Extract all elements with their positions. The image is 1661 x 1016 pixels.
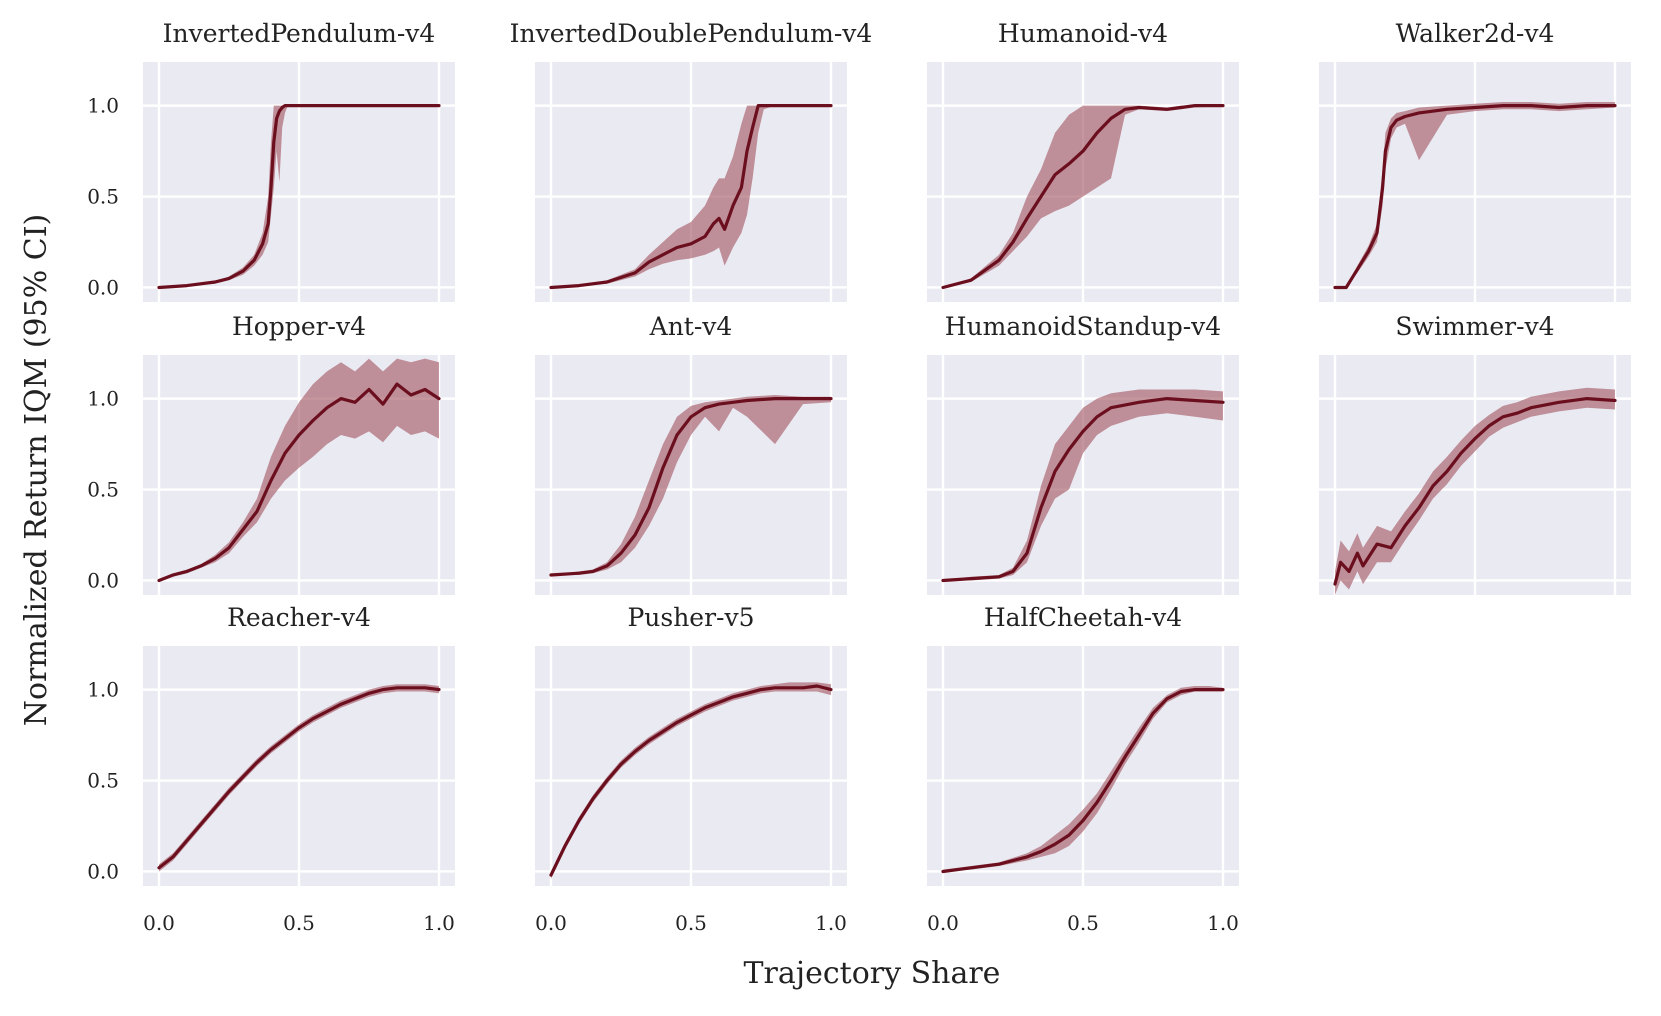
chart-panel: InvertedDoublePendulum-v4 [510,19,873,302]
ci-band [551,395,831,575]
chart-panel: Walker2d-v4 [1319,19,1631,302]
panel-title: Humanoid-v4 [998,19,1168,48]
ci-band [159,358,439,581]
chart-panel: Humanoid-v4 [927,19,1239,302]
y-tick-label: 0.0 [87,275,119,299]
x-tick-label: 0.5 [1067,911,1099,935]
panel-title: Ant-v4 [649,312,733,341]
series-line [549,104,833,290]
ci-band [943,389,1223,581]
panel-title: InvertedPendulum-v4 [163,19,436,48]
series-line [941,104,1225,290]
y-tick-label: 0.0 [87,568,119,592]
x-tick-label: 0.5 [675,911,707,935]
panel-title: HalfCheetah-v4 [984,603,1182,632]
x-tick-label: 1.0 [1207,911,1239,935]
y-tick-label: 1.0 [87,678,119,702]
x-tick-label: 0.0 [143,911,175,935]
panel-title: Pusher-v5 [627,603,754,632]
y-tick-label: 1.0 [87,94,119,118]
y-tick-label: 1.0 [87,387,119,411]
chart-panel: Pusher-v5 0.0 0.5 1.0 [535,603,847,935]
x-axis-label: Trajectory Share [744,956,1001,991]
chart-panel: Hopper-v4 0.0 0.5 1.0 [87,312,455,595]
panel-title: HumanoidStandup-v4 [945,312,1221,341]
chart-panel: HalfCheetah-v4 0.0 0.5 1.0 [927,603,1239,935]
series-line [941,688,1225,874]
x-tick-label: 0.5 [283,911,315,935]
y-tick-label: 0.5 [87,769,119,793]
ci-band [1335,387,1615,595]
series-line [941,397,1225,583]
series-line [549,684,833,877]
y-tick-label: 0.5 [87,185,119,209]
y-tick-label: 0.0 [87,859,119,883]
series-line [157,686,441,870]
panel-title: Swimmer-v4 [1395,312,1554,341]
series-line [1333,104,1617,290]
panel-title: Walker2d-v4 [1396,19,1555,48]
panel-title: Hopper-v4 [232,312,366,341]
y-tick-label: 0.5 [87,478,119,502]
y-axis-label: Normalized Return IQM (95% CI) [19,214,54,727]
panel-title: Reacher-v4 [227,603,371,632]
series-line [1333,397,1617,586]
chart-panel: HumanoidStandup-v4 [927,312,1239,595]
chart-panel: Reacher-v4 0.0 0.5 1.0 0.0 0.5 1.0 [87,603,455,935]
x-tick-label: 0.0 [535,911,567,935]
series-line [157,104,441,290]
chart-panel: Ant-v4 [535,312,847,595]
chart-panel: Swimmer-v4 [1319,312,1631,595]
series-line [549,397,833,577]
x-tick-label: 0.0 [927,911,959,935]
x-tick-label: 1.0 [815,911,847,935]
panel-title: InvertedDoublePendulum-v4 [510,19,873,48]
panel-grid: InvertedPendulum-v4 0.0 0.5 1.0 InvertedDoub… [87,19,1631,935]
chart-panel: InvertedPendulum-v4 0.0 0.5 1.0 [87,19,455,302]
series-line [157,382,441,583]
ci-band [551,105,831,288]
x-tick-label: 1.0 [423,911,455,935]
